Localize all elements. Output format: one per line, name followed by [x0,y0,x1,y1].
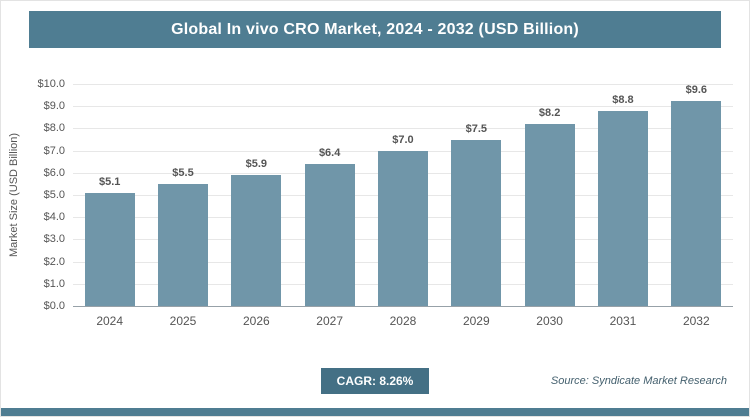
bar-value-label: $8.2 [538,106,561,119]
bar-value-label: $5.9 [245,158,268,171]
y-tick-label: $7.0 [43,144,65,157]
bar [671,101,722,306]
bar-value-label: $7.5 [465,122,488,135]
x-tick-label: 2027 [316,314,343,328]
y-axis-ticks: $10.0 $9.0 $8.0 $7.0 $6.0 $5.0 $4.0 $3.0 $2.0 $1.… [27,78,73,312]
bar-value-label: $6.4 [318,146,341,159]
x-tick-label: 2025 [169,314,197,328]
bar [598,110,648,306]
x-axis-labels: 2024 2025 2026 2027 2028 2029 2030 2031 2032 [73,314,733,328]
plot-area: $5.1 $5.5 $5.9 $6.4 $7.0 $7.5 $8.2 $8.8 $9.6 [73,84,733,307]
bar-slot: $8.2 [513,84,586,306]
bar-slot: $9.6 [660,84,733,306]
x-tick-label: 2030 [536,314,563,328]
bar [451,139,502,306]
bar-value-label: $9.6 [685,84,707,96]
bottom-accent-strip [1,408,749,416]
y-tick-label: $6.0 [43,166,65,179]
bar-slot: $5.9 [220,84,293,306]
x-tick-label: 2026 [242,314,270,328]
bars-container: $5.1 $5.5 $5.9 $6.4 $7.0 $7.5 $8.2 $8.8 $9.6 [73,84,733,306]
x-tick-label: 2028 [389,314,417,328]
y-tick-label: $4.0 [43,211,65,224]
bar-slot: $7.0 [366,84,439,306]
bar-slot: $8.8 [586,84,659,306]
chart-area: Market Size (USD Billion) $10.0 $9.0 $8.0 $… [1,78,749,312]
bar-slot: $7.5 [440,84,513,306]
y-tick-label: $0.0 [43,300,65,312]
y-axis-title-text: Market Size (USD Billion) [8,132,20,258]
bar-slot: $5.1 [73,84,146,306]
x-tick-label: 2024 [96,314,124,328]
bar-value-label: $5.5 [172,166,194,179]
bar-value-label: $8.8 [612,93,634,106]
x-tick-label: 2031 [609,314,637,328]
bar [304,163,355,306]
y-tick-label: $3.0 [43,233,65,246]
y-tick-label: $9.0 [43,100,65,113]
bar [524,123,575,306]
cagr-badge: CAGR: 8.26% [320,368,430,394]
source-note: Source: Syndicate Market Research [550,375,727,387]
bar-slot: $5.5 [146,84,219,306]
y-tick-label: $8.0 [43,122,65,135]
bar [378,150,428,306]
y-tick-label: $5.0 [43,189,65,201]
x-tick-label: 2029 [462,314,490,328]
y-axis-title: Market Size (USD Billion) [1,84,27,306]
chart-title: Global In vivo CRO Market, 2024 - 2032 (… [29,11,721,48]
bar-value-label: $7.0 [392,133,414,146]
y-tick-label: $1.0 [43,277,65,290]
x-tick-label: 2032 [682,314,710,328]
bar [158,183,208,306]
y-tick-label: $2.0 [43,255,65,268]
bar-value-label: $5.1 [98,175,121,188]
bar [231,175,282,306]
gridline [73,84,733,85]
bar [84,192,135,306]
y-tick-label: $10.0 [37,78,65,90]
gridline [73,128,733,130]
x-axis-line [73,306,733,307]
footer: CAGR: 8.26% Source: Syndicate Market Res… [1,368,749,394]
bar-slot: $6.4 [293,84,366,306]
gridline [73,106,733,108]
